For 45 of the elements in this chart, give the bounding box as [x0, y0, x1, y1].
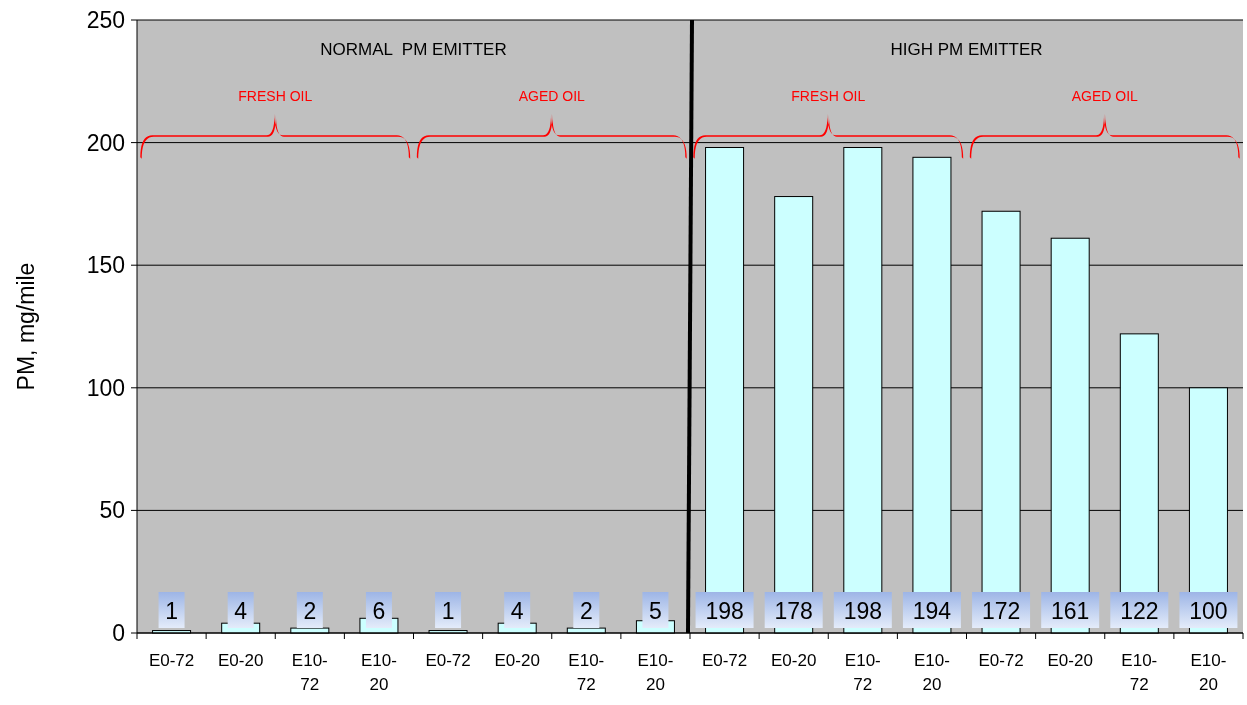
x-tick-label: E10-72: [568, 651, 605, 694]
data-label: 1: [165, 598, 178, 624]
x-tick-label: E0-20: [771, 651, 817, 670]
annotation: FRESH OIL: [791, 88, 866, 104]
y-tick-label: 100: [86, 374, 125, 401]
data-label: 2: [579, 598, 593, 624]
data-label: 5: [649, 598, 662, 624]
y-tick-label: 200: [86, 129, 125, 156]
annotation: AGED OIL: [1071, 88, 1139, 104]
y-tick-label: 250: [86, 7, 125, 33]
y-tick-label: 50: [99, 497, 125, 524]
y-axis-title: PM, mg/mile: [13, 262, 39, 391]
x-tick-label: E0-20: [218, 651, 264, 670]
data-label: 178: [774, 598, 813, 624]
data-label: 1: [441, 598, 455, 624]
data-label: 172: [981, 598, 1021, 624]
data-label: 122: [1120, 598, 1159, 624]
data-label: 198: [705, 598, 744, 624]
x-tick-label: E10-20: [913, 651, 950, 694]
x-tick-label: E0-20: [494, 651, 540, 670]
data-label: 6: [372, 598, 386, 624]
x-tick-label: E10-20: [637, 651, 674, 694]
data-label: 2: [303, 598, 317, 624]
data-label: 198: [843, 598, 882, 624]
x-tick-label: E0-20: [1047, 651, 1093, 670]
x-tick-label: E10-72: [844, 651, 881, 694]
annotation: HIGH PM EMITTER: [890, 40, 1043, 59]
x-tick-label: E10-20: [360, 651, 397, 694]
y-tick-label: 150: [86, 252, 125, 279]
data-label: 161: [1051, 598, 1090, 624]
x-tick-label: E0-72: [425, 651, 471, 670]
x-tick-label: E0-72: [701, 651, 748, 670]
x-tick-label: E0-72: [978, 651, 1024, 670]
annotation: NORMAL PM EMITTER: [320, 40, 507, 59]
x-tick-label: E10-72: [291, 651, 328, 694]
data-label: 194: [912, 598, 952, 624]
data-label: 4: [234, 598, 248, 624]
annotation: AGED OIL: [518, 88, 586, 104]
data-label: 100: [1189, 598, 1228, 624]
data-label: 4: [510, 598, 524, 624]
x-tick-label: E10-20: [1190, 651, 1227, 694]
annotation: FRESH OIL: [238, 88, 313, 104]
y-tick-label: 0: [112, 620, 125, 646]
x-tick-label: E0-72: [148, 651, 195, 670]
x-tick-label: E10-72: [1121, 651, 1158, 694]
